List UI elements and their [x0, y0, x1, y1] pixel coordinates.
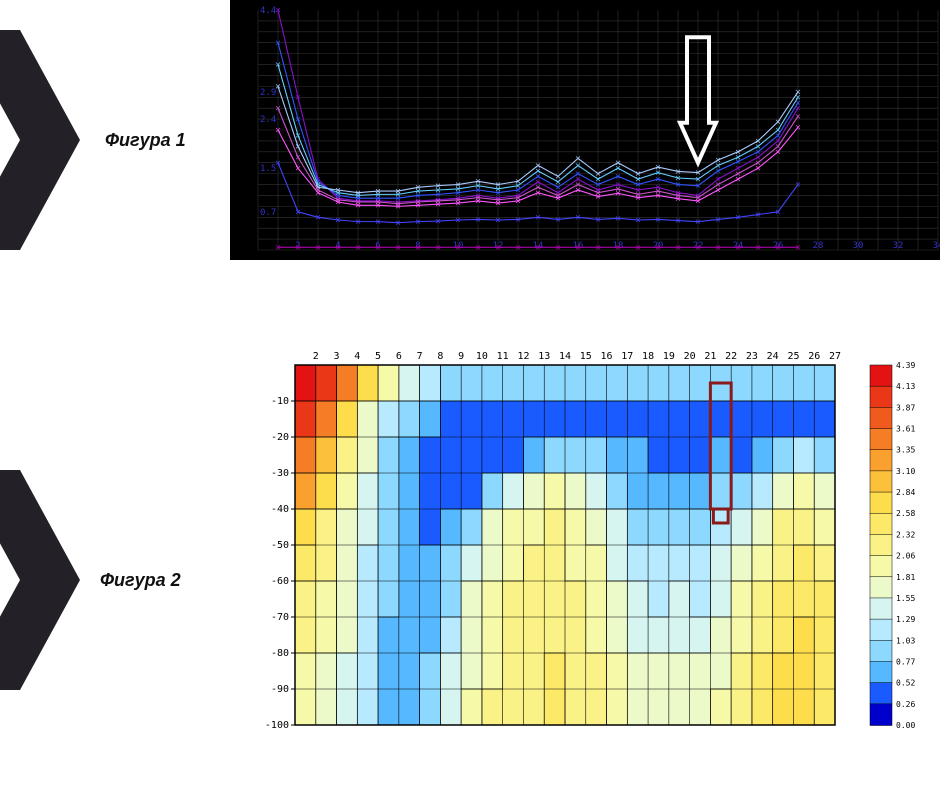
- x-tick-label: 20: [653, 241, 664, 251]
- x-tick-label: 30: [853, 241, 864, 251]
- x-tick-label: 16: [573, 241, 584, 251]
- x-tick-label: 26: [773, 241, 784, 251]
- x-tick-label: 4: [354, 351, 360, 362]
- x-tick-label: 6: [396, 351, 402, 362]
- x-tick-label: 17: [621, 351, 633, 362]
- legend-tick: 2.58: [896, 509, 915, 518]
- y-tick-label: -10: [271, 396, 289, 407]
- x-tick-label: 27: [829, 351, 841, 362]
- x-tick-label: 22: [725, 351, 737, 362]
- y-tick-label: 4.4: [260, 6, 276, 16]
- x-tick-label: 6: [375, 241, 380, 251]
- legend-tick: 0.52: [896, 679, 915, 688]
- legend-tick: 0.77: [896, 657, 915, 666]
- x-tick-label: 12: [517, 351, 529, 362]
- line-chart: 0.71.52.42.94.42468101214161820222426283…: [230, 0, 940, 265]
- y-tick-label: -20: [271, 432, 289, 443]
- x-tick-label: 3: [334, 351, 340, 362]
- x-tick-label: 14: [533, 241, 544, 251]
- x-tick-label: 2: [295, 241, 300, 251]
- y-tick-label: -50: [271, 540, 289, 551]
- x-tick-label: 12: [493, 241, 504, 251]
- y-tick-label: -40: [271, 504, 289, 515]
- x-tick-label: 26: [808, 351, 820, 362]
- x-tick-label: 21: [704, 351, 716, 362]
- x-tick-label: 18: [613, 241, 624, 251]
- x-tick-label: 15: [580, 351, 592, 362]
- y-tick-label: -60: [271, 576, 289, 587]
- x-tick-label: 10: [453, 241, 464, 251]
- y-tick-label: -100: [265, 720, 289, 731]
- x-tick-label: 28: [813, 241, 824, 251]
- x-tick-label: 13: [538, 351, 550, 362]
- legend-tick: 4.13: [896, 382, 915, 391]
- x-tick-label: 18: [642, 351, 654, 362]
- figure-2-label: Фигура 2: [100, 570, 181, 591]
- y-tick-label: -80: [271, 648, 289, 659]
- y-tick-label: -70: [271, 612, 289, 623]
- x-tick-label: 34: [933, 241, 940, 251]
- heatmap-chart: 2345678910111213141516171819202122232425…: [250, 340, 930, 745]
- y-tick-label: 2.4: [260, 115, 276, 125]
- legend-tick: 4.39: [896, 361, 915, 370]
- x-tick-label: 25: [787, 351, 799, 362]
- y-tick-label: 1.5: [260, 164, 276, 174]
- legend-tick: 1.03: [896, 636, 915, 645]
- x-tick-label: 9: [458, 351, 464, 362]
- x-tick-label: 16: [601, 351, 613, 362]
- figure-1-label: Фигура 1: [105, 130, 186, 151]
- x-tick-label: 11: [497, 351, 509, 362]
- x-tick-label: 14: [559, 351, 571, 362]
- legend-tick: 1.55: [896, 594, 915, 603]
- chevron-decoration-2: [0, 470, 80, 690]
- x-tick-label: 4: [335, 241, 340, 251]
- x-tick-label: 20: [684, 351, 696, 362]
- legend-tick: 3.61: [896, 425, 915, 434]
- legend-tick: 1.29: [896, 615, 915, 624]
- y-tick-label: -30: [271, 468, 289, 479]
- x-tick-label: 8: [415, 241, 420, 251]
- y-tick-label: 2.9: [260, 88, 276, 98]
- legend-tick: 0.00: [896, 721, 915, 730]
- legend-tick: 3.10: [896, 467, 915, 476]
- x-tick-label: 8: [437, 351, 443, 362]
- y-tick-label: 0.7: [260, 208, 276, 218]
- x-tick-label: 22: [693, 241, 704, 251]
- chevron-decoration-1: [0, 30, 80, 250]
- legend-tick: 2.84: [896, 488, 915, 497]
- legend-tick: 2.06: [896, 552, 915, 561]
- legend-tick: 2.32: [896, 530, 915, 539]
- legend-tick: 3.87: [896, 403, 915, 412]
- x-tick-label: 2: [313, 351, 319, 362]
- x-tick-label: 24: [767, 351, 779, 362]
- legend-tick: 0.26: [896, 700, 915, 709]
- x-tick-label: 23: [746, 351, 758, 362]
- x-tick-label: 24: [733, 241, 744, 251]
- x-tick-label: 32: [893, 241, 904, 251]
- x-tick-label: 10: [476, 351, 488, 362]
- legend-tick: 3.35: [896, 446, 915, 455]
- x-tick-label: 5: [375, 351, 381, 362]
- legend-tick: 1.81: [896, 573, 915, 582]
- x-tick-label: 19: [663, 351, 675, 362]
- y-tick-label: -90: [271, 684, 289, 695]
- x-tick-label: 7: [417, 351, 423, 362]
